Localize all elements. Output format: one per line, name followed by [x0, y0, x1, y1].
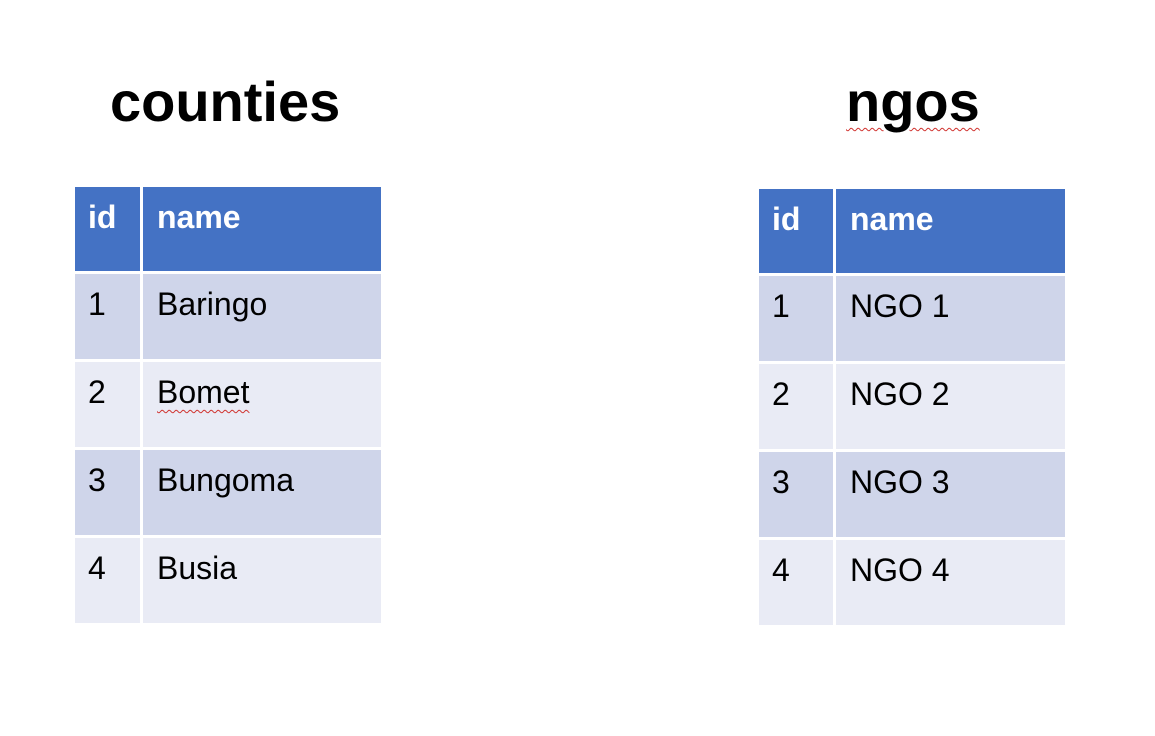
cell-name: Bomet [140, 359, 384, 450]
cell-id: 3 [756, 449, 836, 540]
spellcheck-flagged-word: Bomet [157, 374, 250, 410]
table-row: 3 Bungoma [72, 447, 384, 538]
cell-name: Busia [140, 535, 384, 626]
cell-id: 1 [72, 271, 143, 362]
cell-name: NGO 4 [833, 537, 1068, 628]
table-row: 2 NGO 2 [756, 361, 1068, 452]
cell-id: 4 [72, 535, 143, 626]
table-row: 1 NGO 1 [756, 273, 1068, 364]
table-header-row: id name [72, 184, 384, 274]
column-header-id: id [72, 184, 143, 274]
table-row: 4 NGO 4 [756, 537, 1068, 628]
spellcheck-flagged-word: ngos [846, 70, 980, 133]
table-header-row: id name [756, 186, 1068, 276]
cell-name: Baringo [140, 271, 384, 362]
column-header-name: name [833, 186, 1068, 276]
counties-table: id name 1 Baringo 2 Bomet 3 Bungoma 4 Bu… [72, 184, 384, 626]
ngos-table: id name 1 NGO 1 2 NGO 2 3 NGO 3 4 NGO 4 [756, 186, 1068, 628]
counties-table-title: counties [110, 70, 341, 133]
column-header-id: id [756, 186, 836, 276]
cell-name: NGO 1 [833, 273, 1068, 364]
cell-id: 2 [756, 361, 836, 452]
cell-name: NGO 2 [833, 361, 1068, 452]
cell-name: Bungoma [140, 447, 384, 538]
cell-id: 3 [72, 447, 143, 538]
column-header-name: name [140, 184, 384, 274]
cell-id: 1 [756, 273, 836, 364]
table-row: 1 Baringo [72, 271, 384, 362]
table-row: 3 NGO 3 [756, 449, 1068, 540]
table-row: 4 Busia [72, 535, 384, 626]
table-row: 2 Bomet [72, 359, 384, 450]
cell-name: NGO 3 [833, 449, 1068, 540]
cell-id: 4 [756, 537, 836, 628]
cell-id: 2 [72, 359, 143, 450]
ngos-table-title: ngos [846, 62, 980, 142]
